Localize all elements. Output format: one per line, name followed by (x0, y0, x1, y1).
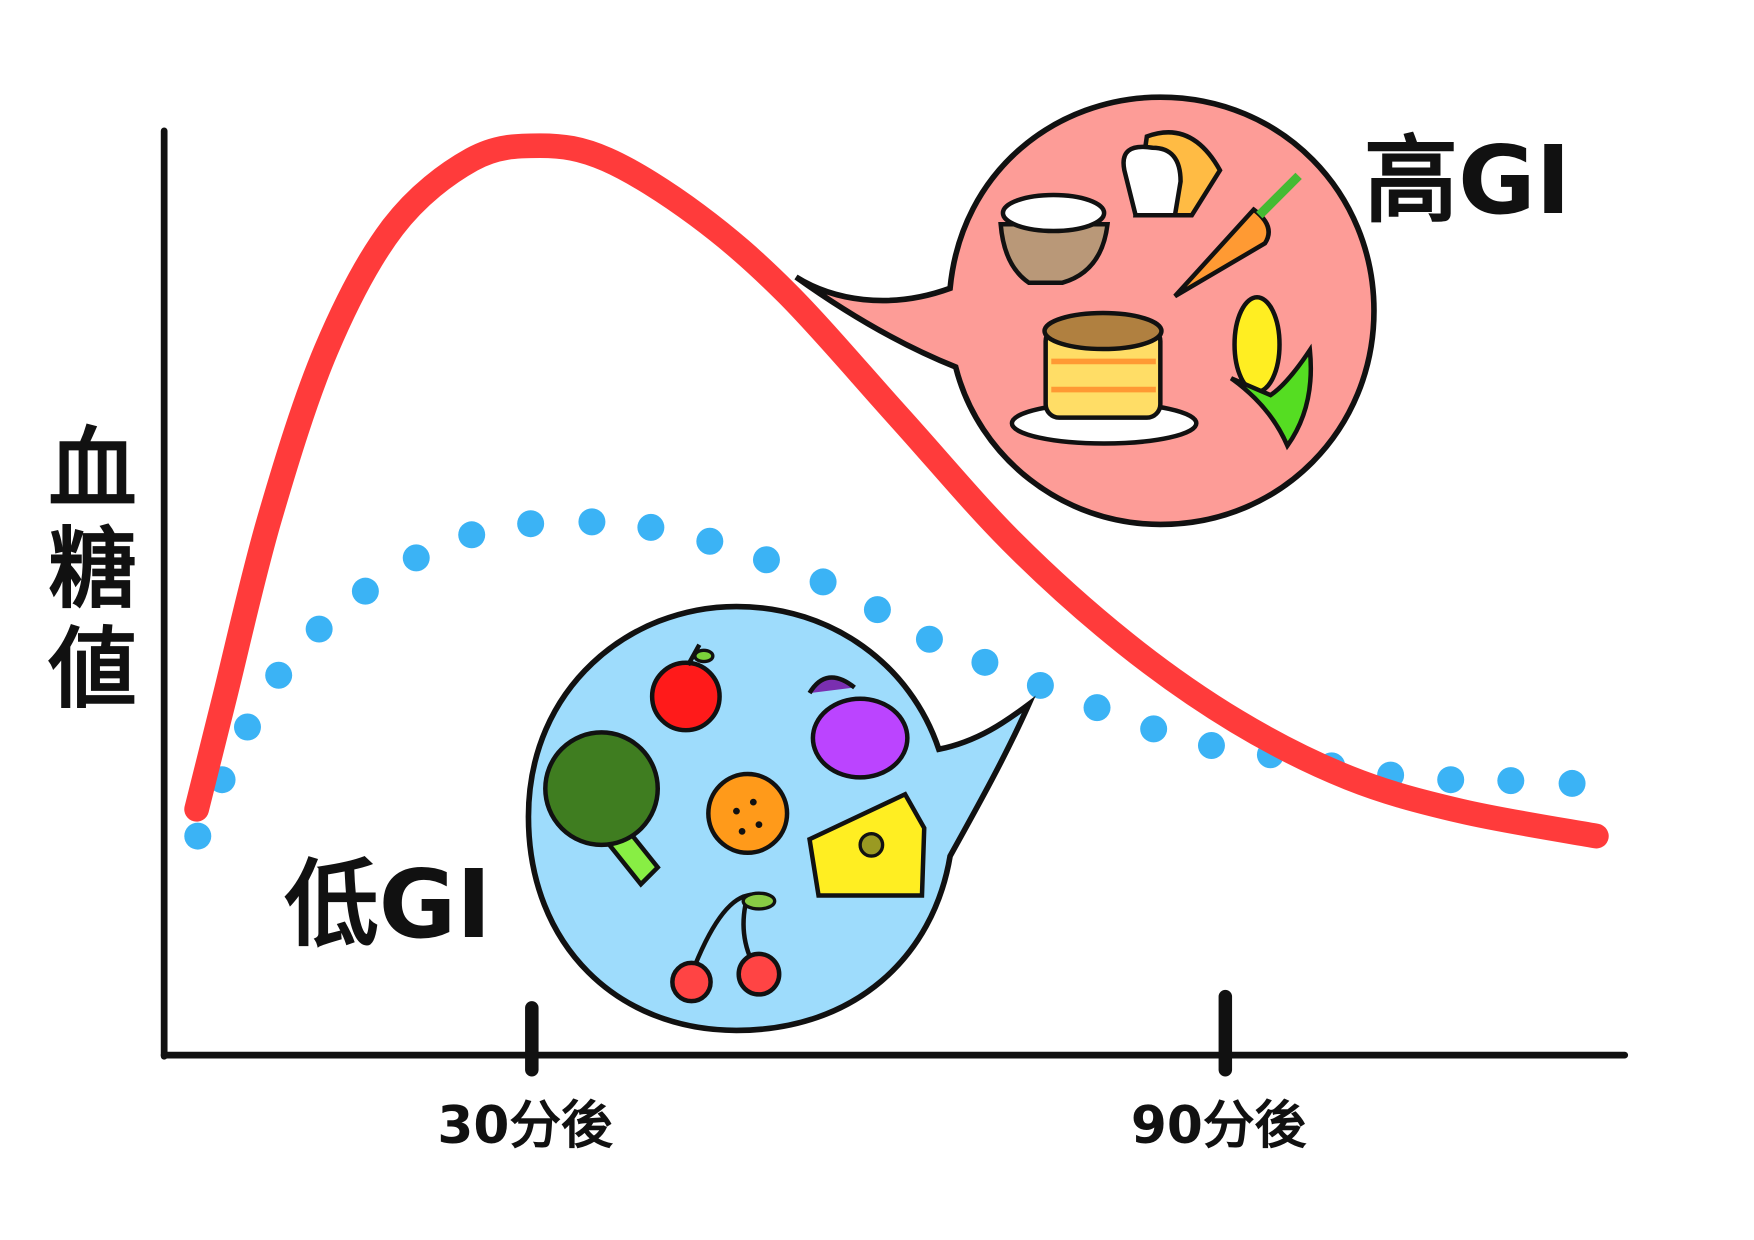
low-gi-point (458, 521, 486, 549)
low-gi-point (1497, 767, 1525, 795)
apple-icon (649, 643, 722, 733)
low-gi-point (1083, 694, 1111, 722)
cherries-icon (670, 891, 782, 1004)
pancakes-icon (1009, 310, 1199, 446)
low-gi-point (233, 713, 261, 741)
low-gi-point (578, 508, 606, 536)
low-gi-point (1558, 769, 1586, 797)
high-gi-label: 高GI (1364, 126, 1571, 236)
low-gi-point (752, 546, 780, 574)
low-gi-point (1197, 732, 1225, 760)
eggplant-icon (807, 675, 910, 780)
low-gi-point (517, 510, 545, 538)
low-gi-point (265, 661, 293, 689)
low-gi-label: 低GI (284, 850, 491, 960)
low-gi-point (696, 527, 724, 555)
low-gi-point (637, 513, 665, 541)
high-gi-line (184, 133, 1609, 849)
low-gi-point (1026, 671, 1054, 699)
low-gi-point (971, 648, 999, 676)
low-gi-point (184, 822, 212, 850)
y-axis-label: 血糖値 (34, 422, 137, 722)
low-gi-point (1437, 766, 1465, 794)
low-gi-point (351, 577, 379, 605)
high-gi-bubble (794, 94, 1377, 528)
low-gi-point (915, 625, 943, 653)
carrot-icon (1173, 172, 1302, 299)
orange-icon (706, 771, 790, 855)
x-tick-label: 90分後 (1131, 1096, 1308, 1156)
cheese-icon (807, 791, 927, 898)
low-gi-point (1140, 715, 1168, 743)
low-gi-bubble (525, 603, 1036, 1034)
broccoli-icon (543, 730, 661, 888)
low-gi-point (863, 596, 891, 624)
low-gi-point (809, 568, 837, 596)
corn-icon (1229, 295, 1314, 451)
rice-bowl-icon (998, 192, 1111, 285)
x-tick-label: 30分後 (437, 1096, 614, 1156)
bread-icon (1121, 130, 1223, 218)
low-gi-point (305, 615, 333, 643)
low-gi-point (402, 544, 430, 572)
